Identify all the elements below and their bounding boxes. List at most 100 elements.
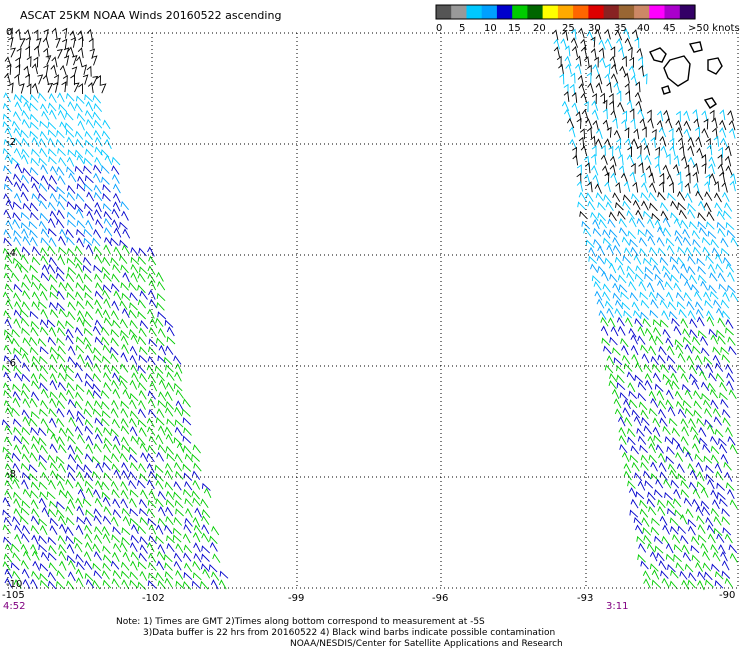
wind-barb (648, 506, 657, 516)
wind-barb (47, 228, 57, 237)
wind-barb (38, 544, 48, 553)
wind-barb (119, 452, 129, 463)
wind-barb (687, 518, 697, 528)
wind-barb (666, 174, 674, 185)
wind-barb (693, 400, 702, 410)
wind-barb (86, 28, 93, 40)
wind-barb (630, 498, 639, 509)
wind-barb (148, 346, 157, 355)
wind-barb (602, 108, 608, 120)
wind-barb (712, 551, 721, 562)
wind-barb (711, 117, 718, 129)
wind-barb (638, 65, 644, 77)
wind-barb (633, 254, 642, 265)
wind-barb (38, 282, 48, 292)
wind-barb (137, 581, 147, 590)
wind-barb (93, 346, 102, 356)
wind-barb (83, 551, 92, 562)
wind-barb (172, 534, 182, 543)
wind-barb (174, 453, 183, 463)
wind-barb (137, 561, 147, 570)
wind-barb (31, 361, 39, 372)
wind-barb (200, 563, 210, 572)
wind-barb (120, 329, 129, 339)
wind-barb (41, 110, 50, 121)
wind-barb (639, 499, 648, 509)
wind-barb (43, 47, 49, 59)
wind-barb (680, 318, 689, 329)
wind-barb (102, 579, 112, 589)
wind-barb (29, 113, 39, 123)
wind-barb (622, 407, 631, 418)
wind-barb (84, 524, 93, 535)
wind-barb (695, 308, 704, 319)
wind-barb (174, 406, 183, 417)
wind-barb (2, 291, 11, 302)
wind-barb (685, 172, 691, 184)
wind-barb (148, 435, 157, 445)
wind-barb (633, 472, 643, 482)
wind-barb (674, 229, 683, 239)
wind-barb (49, 397, 57, 408)
wind-barb (92, 389, 102, 399)
wind-barb (604, 138, 612, 149)
wind-barb (163, 553, 173, 563)
wind-barb (682, 336, 692, 346)
wind-barb (113, 227, 122, 238)
wind-barb (13, 147, 22, 158)
wind-barb (718, 437, 727, 446)
wind-barb (73, 536, 83, 545)
wind-barb (634, 273, 644, 282)
wind-barb (12, 552, 21, 562)
wind-barb (120, 264, 129, 274)
wind-barb (666, 499, 675, 509)
wind-barb (101, 491, 111, 500)
wind-barb (669, 256, 679, 265)
wind-barb (201, 524, 210, 535)
wind-barb (612, 347, 621, 356)
wind-barb (101, 481, 110, 491)
wind-barb (38, 300, 47, 309)
wind-barb (59, 523, 67, 534)
wind-barb (111, 452, 120, 463)
wind-barb (724, 577, 733, 588)
wind-barb (175, 543, 184, 553)
wind-barb (639, 247, 648, 257)
wind-barb (650, 397, 659, 408)
wind-barb (148, 289, 156, 300)
wind-barb (94, 534, 103, 544)
wind-barb (156, 451, 164, 462)
wind-barb (641, 517, 650, 527)
wind-barb (93, 551, 102, 561)
wind-barb (64, 122, 74, 131)
wind-barb (707, 533, 716, 544)
wind-barb (709, 173, 717, 184)
wind-barb (201, 545, 211, 554)
wind-barb (154, 464, 164, 473)
wind-barb (93, 508, 102, 518)
wind-barb (635, 491, 645, 500)
wind-barb (13, 292, 22, 303)
wind-barb (696, 515, 705, 525)
wind-barb (48, 479, 56, 490)
wind-barb (719, 392, 728, 401)
wind-barb (175, 363, 183, 374)
wind-barb (729, 552, 738, 563)
wind-barb (70, 74, 75, 86)
wind-barb (30, 481, 40, 491)
wind-barb (166, 418, 176, 427)
wind-barb (578, 27, 585, 39)
wind-barb (21, 443, 30, 454)
wind-barb (120, 480, 129, 491)
wind-barb (201, 509, 211, 518)
wind-barb (31, 391, 40, 401)
wind-barb (30, 121, 39, 130)
wind-barb (85, 578, 95, 589)
wind-barb (596, 255, 605, 265)
wind-barb (23, 65, 30, 77)
wind-barb (14, 163, 23, 174)
wind-barb (94, 146, 103, 156)
wind-barb (671, 427, 681, 437)
wind-barb (39, 491, 48, 500)
wind-barb (183, 427, 192, 436)
